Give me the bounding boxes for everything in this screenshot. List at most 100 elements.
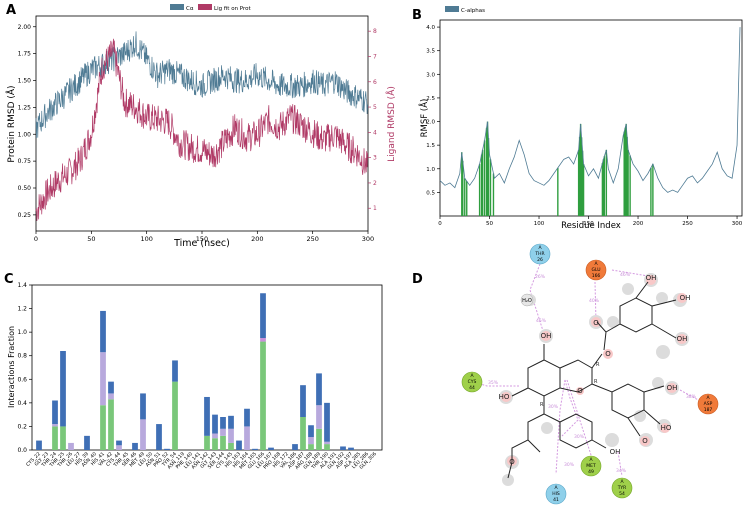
phenol-ring <box>559 413 593 449</box>
y-tick-label-left: 1.50 <box>18 78 32 85</box>
x-tick-label: 150 <box>196 235 208 243</box>
halo <box>652 377 664 389</box>
bar-hydrophobic <box>140 393 146 420</box>
legend-entry-ligand: Lig fit on Prot <box>214 6 252 12</box>
y-tick-label: 2.0 <box>426 120 435 126</box>
atom-label-o: O <box>509 458 515 466</box>
percent-label: 40% <box>589 298 600 304</box>
contact-bar <box>581 150 584 216</box>
y-tick-label-left: 1.00 <box>18 131 32 138</box>
bar-hbond <box>60 426 66 450</box>
residue-chain: A <box>538 245 542 251</box>
galloyl-oh1 <box>635 281 649 299</box>
x-tick-label: 250 <box>682 221 693 227</box>
galloyl-oh2 <box>651 299 677 307</box>
stereo-labels: R R R <box>540 362 600 408</box>
atom-label-o: O <box>593 319 599 327</box>
bar-hydrophobic <box>100 310 106 353</box>
panel-c-letter: C <box>4 272 14 287</box>
contact-bar <box>579 123 582 216</box>
panel-b: B C-alphas 0 50 100 150 200 250 300 0.5 1.0 1.5 2… <box>412 6 743 231</box>
bar-water <box>324 441 330 445</box>
residue-glu166: A GLU 166 <box>585 259 607 281</box>
y-tick-label-right: 5 <box>373 104 377 111</box>
oxygen-halo <box>591 317 601 327</box>
percent-label: 30% <box>548 404 559 410</box>
halo <box>605 433 619 447</box>
residue-disc <box>585 259 607 281</box>
oxygen-halo <box>541 331 551 341</box>
hbond-line-tyr54 <box>617 451 623 477</box>
x-tick-label: 50 <box>486 221 493 227</box>
residue-name: GLU <box>591 267 600 273</box>
contact-bar <box>478 164 481 216</box>
bar-water <box>316 405 322 429</box>
percent-label: 34% <box>616 468 627 474</box>
halo <box>656 292 668 304</box>
stereo-label-r: R <box>540 402 544 408</box>
contact-bar <box>601 163 604 216</box>
contact-bar <box>623 131 625 216</box>
panel-a-ylabel-right: Ligand RMSD (Å) <box>385 86 397 162</box>
contact-bar <box>626 136 628 216</box>
contact-bar <box>652 164 654 216</box>
bar-hydrophobic <box>260 293 266 339</box>
y-tick-label: 0.2 <box>17 423 27 430</box>
oxygen-halo <box>660 423 670 433</box>
water-disc <box>520 293 534 307</box>
y-tick-label-right: 2 <box>373 180 377 187</box>
bar-hydrophobic <box>220 417 226 429</box>
percent-label: 46% <box>620 272 631 278</box>
bar-hydrophobic <box>340 446 346 450</box>
y-tick-label: 1.5 <box>426 143 435 149</box>
residue-num: 41 <box>553 497 559 503</box>
residue-num: 44 <box>469 385 475 391</box>
panel-a-axes-frame <box>35 15 369 232</box>
hbond-line-asp187 <box>679 389 703 403</box>
bar-hydrophobic <box>292 444 298 450</box>
halo <box>541 422 553 434</box>
residue-thr26: A THR 26 <box>529 243 551 265</box>
contact-bar <box>625 123 627 216</box>
residue-his41: A HIS 41 <box>545 483 567 505</box>
residue-discs: A THR 26 A GLU 166 A CYS 44 A ASP 187 <box>461 243 719 505</box>
legend-entry-calphas: C-alphas <box>461 8 485 14</box>
residue-chain: A <box>594 261 598 267</box>
contact-bar <box>557 167 559 216</box>
y-tick-label-left: 2.00 <box>18 24 32 31</box>
a-ring-oh <box>511 387 529 397</box>
contact-bar <box>580 137 583 216</box>
residue-name: ASP <box>704 401 713 407</box>
y-tick-label: 1.4 <box>17 282 27 289</box>
atom-label-ho: HO <box>499 393 510 401</box>
contact-bar <box>624 127 626 216</box>
contact-bar <box>578 136 581 216</box>
ester-chain <box>511 413 545 462</box>
panel-a-xlabel: Time (nsec) <box>173 238 230 249</box>
bar-hydrophobic <box>204 396 210 436</box>
residue-cys44: A CYS 44 <box>461 371 483 393</box>
percent-label: 30% <box>574 434 585 440</box>
line-cys44 <box>473 381 519 387</box>
panel-b-letter: B <box>412 8 422 23</box>
contact-bar <box>481 149 484 216</box>
contact-bar <box>489 159 492 216</box>
bar-hydrophobic <box>236 440 242 450</box>
y-tick-label: 0.8 <box>17 353 27 360</box>
residue-name: TYR <box>617 485 627 491</box>
contact-bar <box>650 167 652 216</box>
b-ring-oh1 <box>643 385 665 393</box>
x-tick-label: 0 <box>438 221 442 227</box>
bar-water <box>108 393 114 400</box>
oxygen-halo <box>646 275 656 285</box>
residue-name: HIS <box>552 491 560 497</box>
atom-label-o: O <box>605 350 611 358</box>
bar-hbond <box>204 435 210 450</box>
bar-hydrophobic <box>52 400 58 425</box>
hbond-line-glu166-oh <box>611 269 649 277</box>
residue-num: 26 <box>537 257 543 263</box>
contact-bar <box>462 160 464 216</box>
ester-carbonyl <box>527 439 541 453</box>
a-ring <box>527 344 561 397</box>
y-tick-label: 4.0 <box>426 25 435 31</box>
